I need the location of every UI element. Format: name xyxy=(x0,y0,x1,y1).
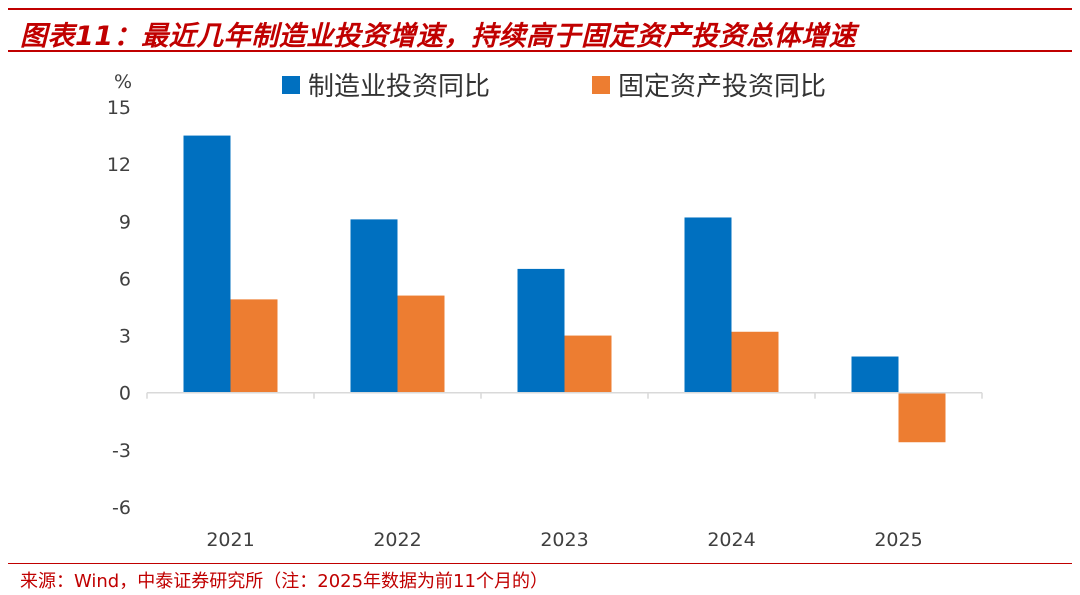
legend: 制造业投资同比 固定资产投资同比 xyxy=(282,72,826,102)
x-category-label: 2025 xyxy=(874,529,922,551)
y-tick-label: -6 xyxy=(112,497,131,519)
source-note: 来源：Wind，中泰证券研究所（注：2025年数据为前11个月的） xyxy=(20,571,548,592)
y-tick-label: 12 xyxy=(107,154,131,176)
footer-rule xyxy=(8,563,1072,564)
title-top-rule xyxy=(8,8,1072,10)
y-tick-label: 6 xyxy=(119,268,131,290)
bar-fixed-asset-2025 xyxy=(898,392,946,443)
y-axis-unit-label: % xyxy=(114,71,132,93)
bar-fixed-asset-2023 xyxy=(564,335,612,393)
title-bottom-rule xyxy=(8,50,1072,52)
x-category-label: 2021 xyxy=(206,529,254,551)
bars xyxy=(183,135,946,443)
bar-manufacturing-2022 xyxy=(350,219,398,393)
bar-manufacturing-2021 xyxy=(183,135,231,393)
bar-fixed-asset-2024 xyxy=(731,331,779,393)
y-tick-label: 15 xyxy=(107,97,131,119)
x-category-label: 2022 xyxy=(373,529,421,551)
bar-manufacturing-2024 xyxy=(684,217,732,393)
x-category-label: 2024 xyxy=(707,529,755,551)
legend-swatch-manufacturing xyxy=(282,76,300,94)
legend-label-manufacturing: 制造业投资同比 xyxy=(308,72,490,102)
y-tick-label: 3 xyxy=(119,326,131,348)
x-category-label: 2023 xyxy=(540,529,588,551)
y-tick-label: 0 xyxy=(119,383,131,405)
legend-label-fixed-asset: 固定资产投资同比 xyxy=(618,72,826,102)
bar-fixed-asset-2022 xyxy=(397,295,445,393)
y-tick-label: -3 xyxy=(112,440,131,462)
figure-title: 图表11：最近几年制造业投资增速，持续高于固定资产投资总体增速 xyxy=(20,21,857,52)
y-tick-label: 9 xyxy=(119,211,131,233)
bar-fixed-asset-2021 xyxy=(230,299,278,393)
y-axis-ticks: 15 12 9 6 3 0 -3 -6 xyxy=(107,97,131,519)
x-axis-category-labels: 2021 2022 2023 2024 2025 xyxy=(206,529,922,551)
x-axis xyxy=(146,391,983,399)
legend-swatch-fixed-asset xyxy=(592,76,610,94)
bar-manufacturing-2023 xyxy=(517,268,565,393)
bar-manufacturing-2025 xyxy=(851,356,899,393)
